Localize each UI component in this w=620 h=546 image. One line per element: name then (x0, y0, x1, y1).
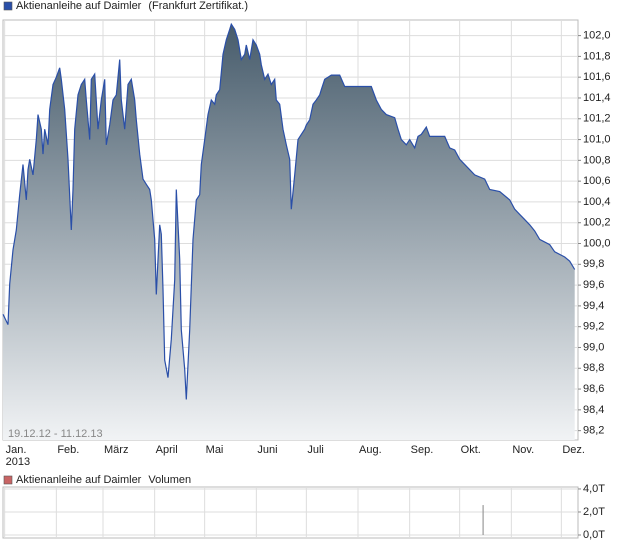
date-range: 19.12.12 - 11.12.13 (8, 428, 103, 440)
x-tick-label: Mai (206, 444, 224, 456)
x-tick-label: Feb. (57, 444, 79, 456)
y-tick-label: 100,2 (583, 217, 611, 229)
x-tick-label: Nov. (512, 444, 534, 456)
legend-label: Aktienanleihe auf Daimler (16, 0, 142, 12)
legend-suffix: Volumen (148, 474, 191, 486)
x-tick-label: Aug. (359, 444, 382, 456)
y-tick-label: 98,2 (583, 425, 604, 437)
y-tick-label: 101,4 (583, 92, 611, 104)
x-tick-label: März (104, 444, 128, 456)
y-tick-label: 102,0 (583, 30, 611, 42)
y-tick-label: 99,4 (583, 300, 604, 312)
legend-swatch (3, 475, 13, 485)
y-tick-label: 99,6 (583, 279, 604, 291)
x-tick-label: Jan. (6, 444, 27, 456)
y-tick-label: 2,0T (583, 506, 605, 518)
y-tick-label: 101,0 (583, 133, 611, 145)
y-tick-label: 100,0 (583, 237, 611, 249)
x-tick-label: Okt. (461, 444, 481, 456)
legend-suffix: (Frankfurt Zertifikat.) (148, 0, 248, 12)
y-tick-label: 98,8 (583, 362, 604, 374)
x-tick-label: April (156, 444, 178, 456)
plot-frame (2, 486, 579, 539)
y-tick-label: 99,0 (583, 341, 604, 353)
y-tick-label: 101,2 (583, 113, 611, 125)
x-year-label: 2013 (6, 456, 30, 468)
x-tick-label: Juli (307, 444, 324, 456)
y-tick-label: 100,8 (583, 154, 611, 166)
x-tick-label: Juni (257, 444, 277, 456)
y-tick-label: 98,6 (583, 383, 604, 395)
area-fill (3, 24, 575, 440)
y-tick-label: 101,8 (583, 50, 611, 62)
y-tick-label: 4,0T (583, 483, 605, 495)
y-tick-label: 101,6 (583, 71, 611, 83)
y-tick-label: 99,2 (583, 321, 604, 333)
y-tick-label: 0,0T (583, 529, 605, 541)
price-line (2, 22, 576, 400)
y-tick-label: 99,8 (583, 258, 604, 270)
legend-swatch (3, 1, 13, 11)
y-tick-label: 100,4 (583, 196, 611, 208)
legend-label: Aktienanleihe auf Daimler (16, 474, 142, 486)
volume-bar (482, 505, 484, 536)
y-tick-label: 98,4 (583, 404, 604, 416)
x-tick-label: Dez. (562, 444, 585, 456)
x-tick-label: Sep. (411, 444, 434, 456)
y-tick-label: 100,6 (583, 175, 611, 187)
